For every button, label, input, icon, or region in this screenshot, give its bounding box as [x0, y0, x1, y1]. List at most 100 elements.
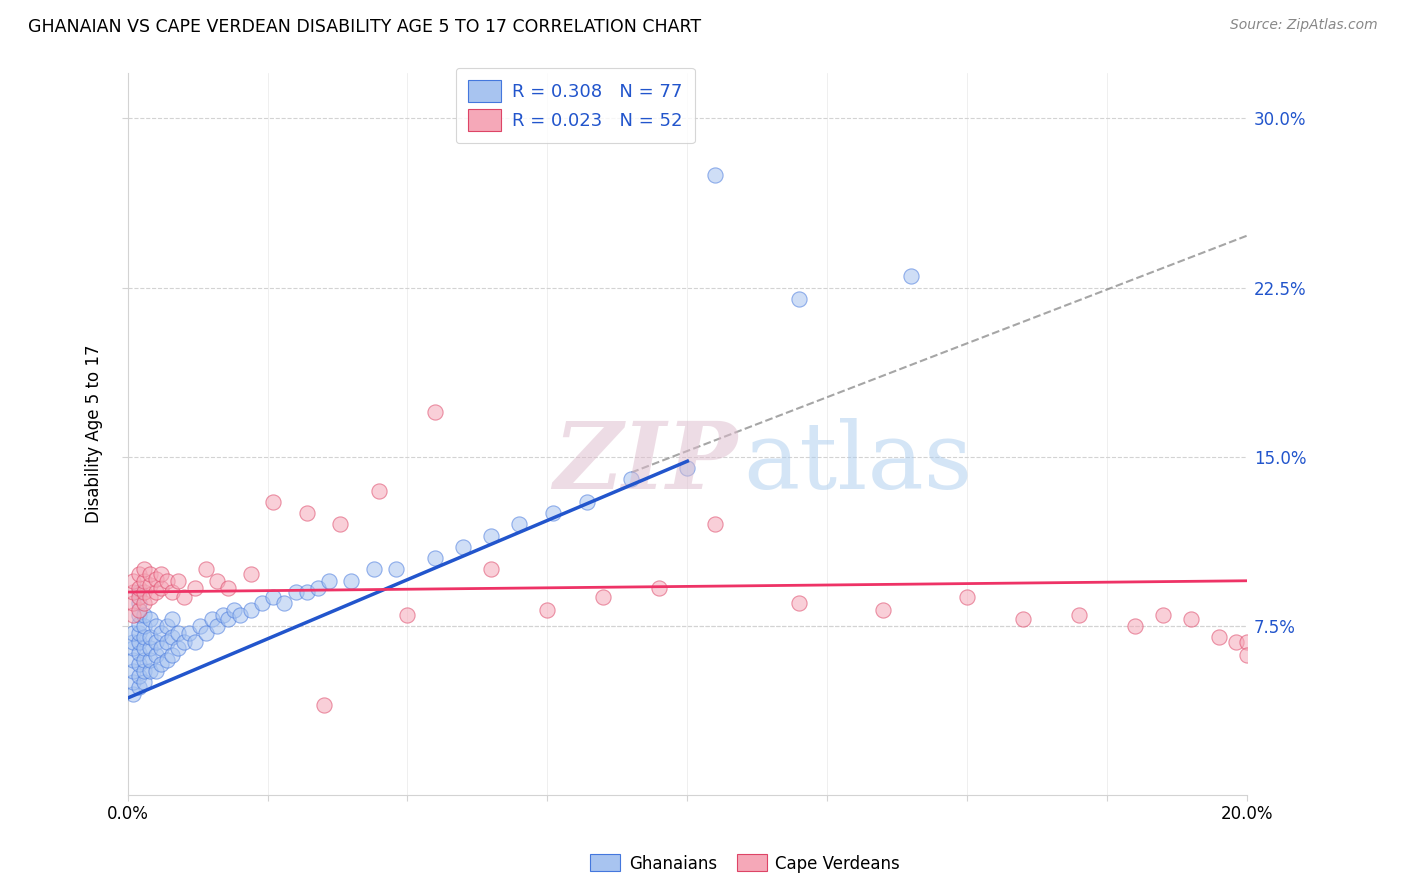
Point — [648, 581, 671, 595]
Point — [150, 641, 173, 656]
Point — [122, 664, 145, 678]
Text: GHANAIAN VS CAPE VERDEAN DISABILITY AGE 5 TO 17 CORRELATION CHART: GHANAIAN VS CAPE VERDEAN DISABILITY AGE … — [28, 18, 702, 36]
Point — [162, 585, 184, 599]
Point — [262, 590, 284, 604]
Point — [481, 562, 503, 576]
Point — [872, 603, 894, 617]
Point — [508, 517, 530, 532]
Point — [900, 269, 922, 284]
Point — [128, 607, 150, 622]
Point — [128, 680, 150, 694]
Text: atlas: atlas — [744, 418, 973, 508]
Point — [128, 616, 150, 631]
Point — [128, 581, 150, 595]
Point — [273, 596, 295, 610]
Point — [134, 630, 156, 644]
Point — [150, 625, 173, 640]
Point — [205, 574, 228, 588]
Point — [184, 581, 207, 595]
Point — [128, 625, 150, 640]
Point — [139, 590, 162, 604]
Point — [122, 574, 145, 588]
Point — [150, 657, 173, 672]
Point — [122, 585, 145, 599]
Point — [239, 603, 262, 617]
Point — [592, 590, 614, 604]
Point — [250, 596, 273, 610]
Point — [122, 625, 145, 640]
Point — [222, 603, 245, 617]
Point — [453, 540, 475, 554]
Y-axis label: Disability Age 5 to 17: Disability Age 5 to 17 — [86, 345, 103, 524]
Point — [134, 641, 156, 656]
Point — [122, 596, 145, 610]
Point — [145, 619, 167, 633]
Point — [575, 495, 598, 509]
Point — [156, 574, 179, 588]
Point — [128, 657, 150, 672]
Point — [134, 596, 156, 610]
Point — [145, 648, 167, 663]
Point — [145, 634, 167, 648]
Text: Source: ZipAtlas.com: Source: ZipAtlas.com — [1230, 18, 1378, 32]
Point — [134, 664, 156, 678]
Point — [295, 506, 318, 520]
Point — [190, 619, 212, 633]
Point — [787, 292, 810, 306]
Point — [217, 581, 239, 595]
Point — [173, 634, 195, 648]
Point — [139, 641, 162, 656]
Point — [139, 566, 162, 581]
Point — [134, 585, 156, 599]
Point — [128, 634, 150, 648]
Point — [425, 551, 447, 566]
Point — [167, 641, 190, 656]
Point — [134, 607, 156, 622]
Point — [385, 562, 408, 576]
Point — [122, 607, 145, 622]
Point — [122, 641, 145, 656]
Point — [134, 675, 156, 690]
Point — [128, 668, 150, 682]
Point — [481, 529, 503, 543]
Point — [128, 646, 150, 660]
Point — [1236, 648, 1258, 663]
Point — [128, 585, 150, 599]
Point — [228, 607, 250, 622]
Point — [145, 572, 167, 586]
Point — [173, 590, 195, 604]
Point — [139, 578, 162, 592]
Point — [134, 562, 156, 576]
Point — [194, 562, 217, 576]
Legend: R = 0.308   N = 77, R = 0.023   N = 52: R = 0.308 N = 77, R = 0.023 N = 52 — [456, 68, 695, 144]
Point — [536, 603, 558, 617]
Point — [139, 612, 162, 626]
Point — [1236, 634, 1258, 648]
Point — [194, 625, 217, 640]
Point — [211, 607, 233, 622]
Point — [787, 596, 810, 610]
Point — [1012, 612, 1035, 626]
Point — [396, 607, 419, 622]
Point — [167, 574, 190, 588]
Point — [1208, 630, 1230, 644]
Point — [239, 566, 262, 581]
Point — [139, 630, 162, 644]
Point — [368, 483, 391, 498]
Legend: Ghanaians, Cape Verdeans: Ghanaians, Cape Verdeans — [583, 847, 907, 880]
Point — [704, 517, 727, 532]
Point — [162, 612, 184, 626]
Point — [179, 625, 201, 640]
Point — [340, 574, 363, 588]
Point — [150, 566, 173, 581]
Point — [262, 495, 284, 509]
Point — [676, 461, 699, 475]
Point — [620, 472, 643, 486]
Point — [541, 506, 564, 520]
Point — [217, 612, 239, 626]
Point — [184, 634, 207, 648]
Point — [122, 687, 145, 701]
Point — [156, 653, 179, 667]
Point — [139, 653, 162, 667]
Point — [1152, 607, 1174, 622]
